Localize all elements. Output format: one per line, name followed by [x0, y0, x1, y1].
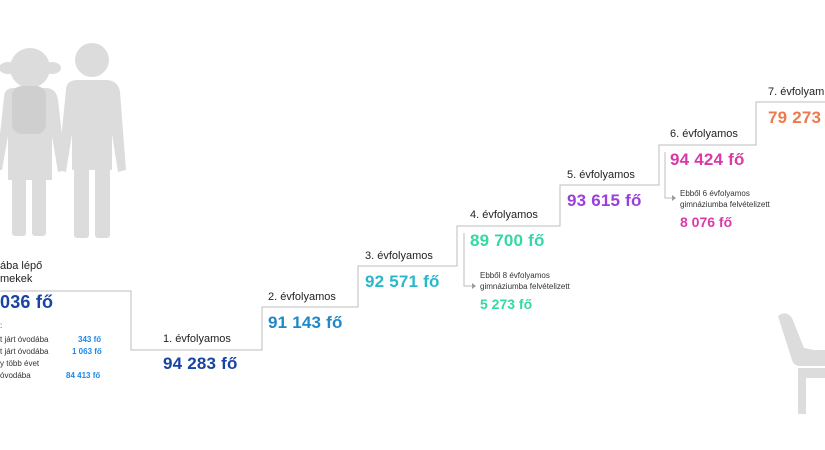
- intro-title-line1: ába lépő: [0, 260, 43, 272]
- student-desk-silhouette-icon: [778, 313, 825, 414]
- intro-title-line2: mekek: [0, 273, 33, 285]
- note-1-line1: Ebből 8 évfolyamos: [480, 271, 550, 280]
- grade-7-label: 7. évfolyam: [768, 86, 825, 98]
- grade-4-label: 4. évfolyamos: [470, 209, 538, 221]
- note-2-line1: Ebből 6 évfolyamos: [680, 189, 750, 198]
- note-2-count: 8 076 fő: [680, 214, 733, 230]
- grade-6-label: 6. évfolyamos: [670, 128, 738, 140]
- intro-row-value: 1 063 fő: [72, 347, 102, 356]
- arrow-right-icon: [672, 195, 676, 201]
- grade-3-count: 92 571 fő: [365, 272, 440, 291]
- grade-5-count: 93 615 fő: [567, 191, 642, 210]
- grade-5-label: 5. évfolyamos: [567, 169, 635, 181]
- grade-6-count: 94 424 fő: [670, 150, 745, 169]
- step-line-6: [668, 101, 825, 146]
- step-line-intro: [0, 290, 160, 351]
- grade-1-label: 1. évfolyamos: [163, 333, 231, 345]
- children-silhouette-icon: [0, 43, 126, 238]
- note-connector-2: [664, 152, 674, 199]
- arrow-right-icon: [472, 283, 476, 289]
- grade-1-count: 94 283 fő: [163, 354, 238, 373]
- note-connector-1: [463, 233, 474, 287]
- intro-row-label: y több évet: [0, 359, 40, 368]
- intro-row-value: 343 fő: [78, 335, 102, 344]
- intro-breakdown-label: :: [0, 321, 3, 330]
- intro-row-label: t járt óvodába: [0, 335, 49, 344]
- grade-2-label: 2. évfolyamos: [268, 291, 336, 303]
- note-2-line2: gimnáziumba felvételizett: [680, 200, 770, 209]
- intro-count: 036 fő: [0, 292, 54, 312]
- grade-4-count: 89 700 fő: [470, 231, 545, 250]
- note-1-count: 5 273 fő: [480, 296, 533, 312]
- grade-7-count: 79 273: [768, 108, 822, 127]
- step-line-3: [362, 225, 468, 267]
- intro-row-value: 84 413 fő: [66, 371, 101, 380]
- note-1-line2: gimnáziumba felvételizett: [480, 282, 570, 291]
- step-line-4: [468, 184, 565, 227]
- intro-row-label: t járt óvodába: [0, 347, 49, 356]
- grade-3-label: 3. évfolyamos: [365, 250, 433, 262]
- intro-row-label: óvodába: [0, 371, 31, 380]
- grade-2-count: 91 143 fő: [268, 313, 343, 332]
- step-line-5: [565, 144, 668, 186]
- step-line-1: [160, 306, 266, 351]
- step-line-2: [266, 265, 362, 308]
